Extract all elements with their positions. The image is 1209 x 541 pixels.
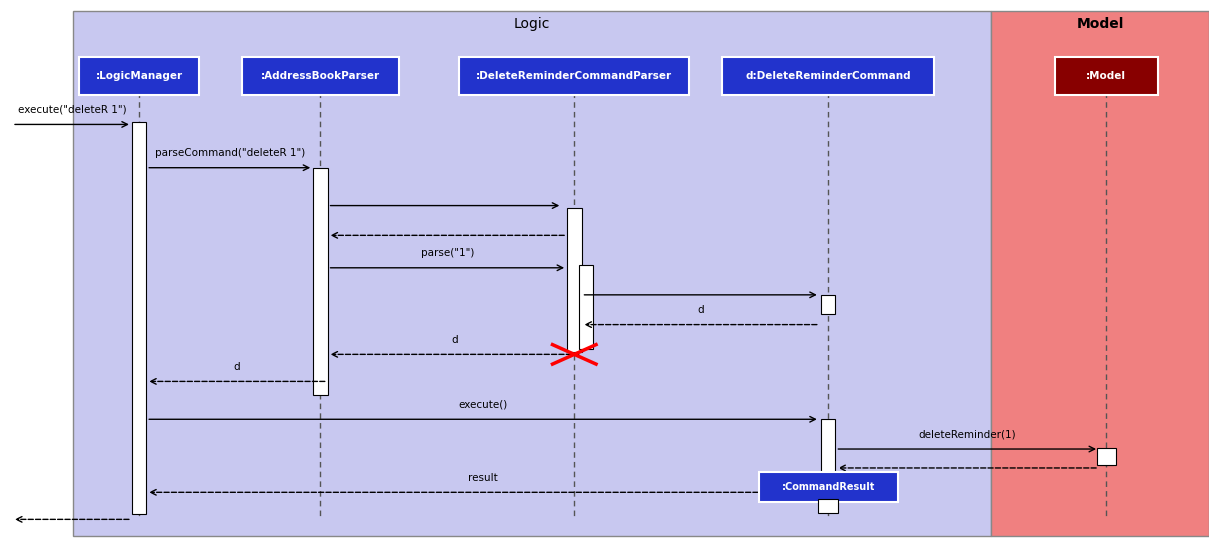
Text: :CommandResult: :CommandResult [781,482,875,492]
Text: parseCommand("deleteR 1"): parseCommand("deleteR 1") [155,148,305,158]
FancyBboxPatch shape [73,11,991,536]
Text: :AddressBookParser: :AddressBookParser [261,71,380,81]
FancyBboxPatch shape [242,57,399,95]
Text: Logic: Logic [514,17,550,31]
Text: result: result [468,473,498,483]
Text: d: d [698,305,704,315]
FancyBboxPatch shape [313,168,328,395]
Text: deleteReminder(1): deleteReminder(1) [919,430,1016,439]
FancyBboxPatch shape [821,295,835,314]
FancyBboxPatch shape [459,57,689,95]
FancyBboxPatch shape [1054,57,1157,95]
FancyBboxPatch shape [579,265,594,349]
FancyBboxPatch shape [79,57,199,95]
FancyBboxPatch shape [722,57,933,95]
FancyBboxPatch shape [818,499,838,513]
FancyBboxPatch shape [991,11,1209,536]
FancyBboxPatch shape [1097,448,1116,465]
FancyBboxPatch shape [567,208,582,352]
Text: execute(): execute() [458,400,508,410]
Text: :DeleteReminderCommandParser: :DeleteReminderCommandParser [476,71,672,81]
Text: d:DeleteReminderCommand: d:DeleteReminderCommand [746,71,910,81]
Text: execute("deleteR 1"): execute("deleteR 1") [18,105,126,115]
FancyBboxPatch shape [821,419,835,498]
Text: :LogicManager: :LogicManager [96,71,183,81]
Text: d: d [233,362,241,372]
FancyBboxPatch shape [132,122,146,514]
FancyBboxPatch shape [759,472,897,502]
Text: Model: Model [1076,17,1124,31]
Text: :Model: :Model [1086,71,1127,81]
Text: d: d [451,335,458,345]
Text: parse("1"): parse("1") [421,248,474,258]
FancyBboxPatch shape [1099,449,1113,465]
